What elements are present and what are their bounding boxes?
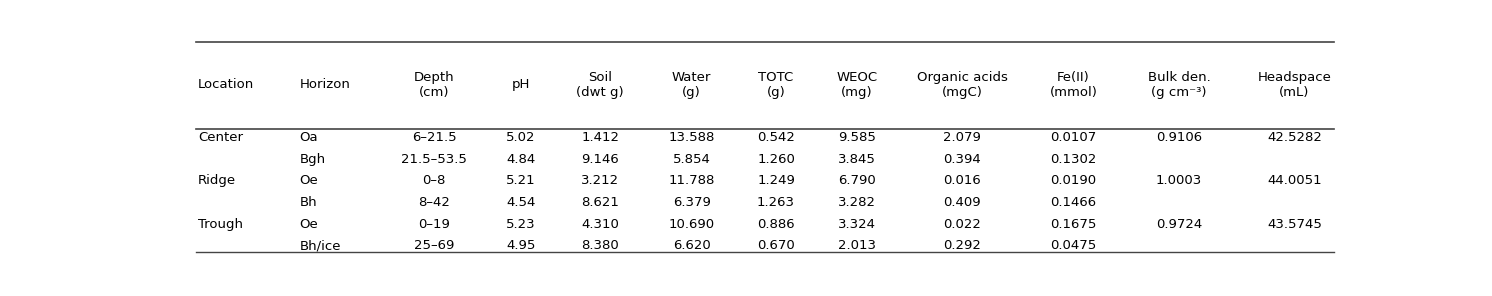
Text: 44.0051: 44.0051 [1267, 174, 1322, 187]
Text: 5.02: 5.02 [506, 131, 536, 144]
Text: 1.263: 1.263 [756, 196, 795, 209]
Text: 4.84: 4.84 [506, 153, 536, 166]
Text: Fe(II)
(mmol): Fe(II) (mmol) [1049, 70, 1098, 99]
Text: 9.585: 9.585 [839, 131, 876, 144]
Text: WEOC
(mg): WEOC (mg) [837, 70, 877, 99]
Text: 4.310: 4.310 [582, 218, 619, 231]
Text: 8.380: 8.380 [582, 239, 619, 252]
Text: Location: Location [198, 78, 254, 91]
Text: 1.412: 1.412 [582, 131, 619, 144]
Text: 13.588: 13.588 [668, 131, 715, 144]
Text: Horizon: Horizon [300, 78, 351, 91]
Text: 5.854: 5.854 [673, 153, 710, 166]
Text: 0.542: 0.542 [756, 131, 795, 144]
Text: 0.0475: 0.0475 [1050, 239, 1097, 252]
Text: 11.788: 11.788 [668, 174, 715, 187]
Text: Center: Center [198, 131, 243, 144]
Text: Bh: Bh [300, 196, 316, 209]
Text: 9.146: 9.146 [582, 153, 619, 166]
Text: 43.5745: 43.5745 [1267, 218, 1322, 231]
Text: 2.079: 2.079 [943, 131, 982, 144]
Text: 0–8: 0–8 [422, 174, 446, 187]
Text: Oe: Oe [300, 218, 318, 231]
Text: 6.620: 6.620 [673, 239, 710, 252]
Text: 3.324: 3.324 [839, 218, 876, 231]
Text: 25–69: 25–69 [413, 239, 455, 252]
Text: 0.022: 0.022 [943, 218, 982, 231]
Text: Bh/ice: Bh/ice [300, 239, 340, 252]
Text: 2.013: 2.013 [839, 239, 876, 252]
Text: 42.5282: 42.5282 [1267, 131, 1322, 144]
Text: 6.379: 6.379 [673, 196, 710, 209]
Text: 0.0107: 0.0107 [1050, 131, 1097, 144]
Text: Trough: Trough [198, 218, 243, 231]
Text: 0.016: 0.016 [943, 174, 982, 187]
Text: 5.21: 5.21 [506, 174, 536, 187]
Text: Water
(g): Water (g) [671, 70, 712, 99]
Text: Depth
(cm): Depth (cm) [413, 70, 455, 99]
Text: 8–42: 8–42 [418, 196, 451, 209]
Text: Headspace
(mL): Headspace (mL) [1258, 70, 1331, 99]
Text: 4.54: 4.54 [506, 196, 536, 209]
Text: 1.260: 1.260 [756, 153, 795, 166]
Text: 0–19: 0–19 [418, 218, 451, 231]
Text: Oa: Oa [300, 131, 318, 144]
Text: 4.95: 4.95 [506, 239, 536, 252]
Text: TOTC
(g): TOTC (g) [758, 70, 794, 99]
Text: 0.1675: 0.1675 [1050, 218, 1097, 231]
Text: 0.1302: 0.1302 [1050, 153, 1097, 166]
Text: 0.394: 0.394 [943, 153, 982, 166]
Text: 5.23: 5.23 [506, 218, 536, 231]
Text: 0.9724: 0.9724 [1156, 218, 1203, 231]
Text: 3.212: 3.212 [580, 174, 619, 187]
Text: 1.0003: 1.0003 [1156, 174, 1203, 187]
Text: pH: pH [512, 78, 530, 91]
Text: 0.292: 0.292 [943, 239, 982, 252]
Text: 0.0190: 0.0190 [1050, 174, 1097, 187]
Text: 8.621: 8.621 [582, 196, 619, 209]
Text: 0.1466: 0.1466 [1050, 196, 1097, 209]
Text: 0.9106: 0.9106 [1156, 131, 1203, 144]
Text: Ridge: Ridge [198, 174, 236, 187]
Text: 3.282: 3.282 [839, 196, 876, 209]
Text: 6–21.5: 6–21.5 [412, 131, 457, 144]
Text: 0.886: 0.886 [758, 218, 795, 231]
Text: 10.690: 10.690 [668, 218, 715, 231]
Text: 3.845: 3.845 [839, 153, 876, 166]
Text: 21.5–53.5: 21.5–53.5 [401, 153, 467, 166]
Text: 0.670: 0.670 [756, 239, 795, 252]
Text: Organic acids
(mgC): Organic acids (mgC) [918, 70, 1007, 99]
Text: Bulk den.
(g cm⁻³): Bulk den. (g cm⁻³) [1147, 70, 1210, 99]
Text: Bgh: Bgh [300, 153, 325, 166]
Text: 0.409: 0.409 [943, 196, 982, 209]
Text: Oe: Oe [300, 174, 318, 187]
Text: 1.249: 1.249 [756, 174, 795, 187]
Text: Soil
(dwt g): Soil (dwt g) [576, 70, 624, 99]
Text: 6.790: 6.790 [839, 174, 876, 187]
